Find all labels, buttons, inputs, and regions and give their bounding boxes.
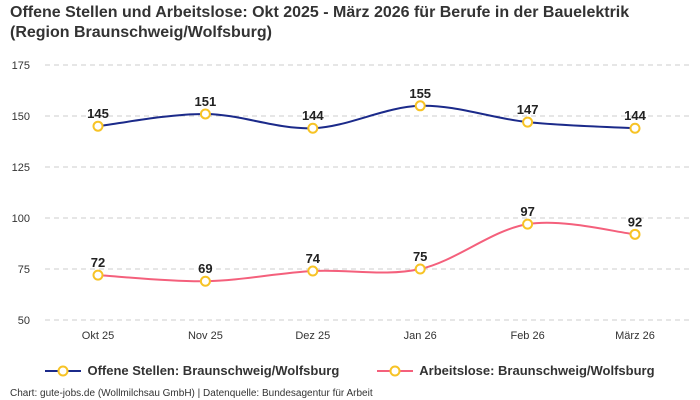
data-point — [522, 218, 534, 230]
y-tick-label: 50 — [18, 315, 30, 327]
data-point — [92, 120, 104, 132]
legend: Offene Stellen: Braunschweig/Wolfsburg A… — [0, 363, 700, 378]
data-label: 72 — [91, 255, 105, 270]
data-label: 144 — [302, 108, 324, 123]
legend-marker-icon — [45, 365, 82, 376]
data-label: 145 — [87, 106, 109, 121]
data-point — [414, 100, 426, 112]
series-line-0 — [97, 104, 636, 130]
data-point — [629, 122, 641, 134]
data-point — [629, 228, 641, 240]
data-label: 151 — [195, 94, 217, 109]
source-footer: Chart: gute-jobs.de (Wollmilchsau GmbH) … — [10, 388, 373, 399]
data-label: 74 — [306, 251, 321, 266]
data-point — [307, 265, 319, 277]
data-label: 147 — [517, 102, 539, 117]
legend-item-arbeitslose[interactable]: Arbeitslose: Braunschweig/Wolfsburg — [377, 363, 655, 378]
x-tick-label: März 26 — [615, 330, 655, 342]
data-point — [522, 116, 534, 128]
x-tick-label: Jan 26 — [404, 330, 437, 342]
x-tick-label: Feb 26 — [510, 330, 544, 342]
legend-item-offene-stellen[interactable]: Offene Stellen: Braunschweig/Wolfsburg — [45, 363, 339, 378]
data-point — [414, 263, 426, 275]
chart-title: Offene Stellen und Arbeitslose: Okt 2025… — [10, 4, 630, 41]
data-point — [199, 108, 211, 120]
data-point — [307, 122, 319, 134]
data-label: 92 — [628, 214, 642, 229]
series-line-1 — [97, 221, 636, 283]
y-tick-label: 175 — [12, 60, 30, 72]
x-tick-label: Okt 25 — [82, 330, 114, 342]
data-label: 155 — [409, 86, 431, 101]
x-tick-label: Dez 25 — [295, 330, 330, 342]
data-point — [199, 275, 211, 287]
x-tick-label: Nov 25 — [188, 330, 223, 342]
data-label: 144 — [624, 108, 646, 123]
legend-label: Arbeitslose: Braunschweig/Wolfsburg — [419, 363, 655, 378]
data-point — [92, 269, 104, 281]
y-tick-label: 75 — [18, 264, 30, 276]
legend-marker-icon — [377, 365, 414, 376]
y-tick-label: 150 — [12, 111, 30, 123]
data-label: 97 — [520, 204, 534, 219]
data-label: 75 — [413, 249, 427, 264]
legend-label: Offene Stellen: Braunschweig/Wolfsburg — [87, 363, 340, 378]
y-tick-label: 125 — [12, 162, 30, 174]
data-label: 69 — [198, 261, 212, 276]
y-tick-label: 100 — [12, 213, 30, 225]
